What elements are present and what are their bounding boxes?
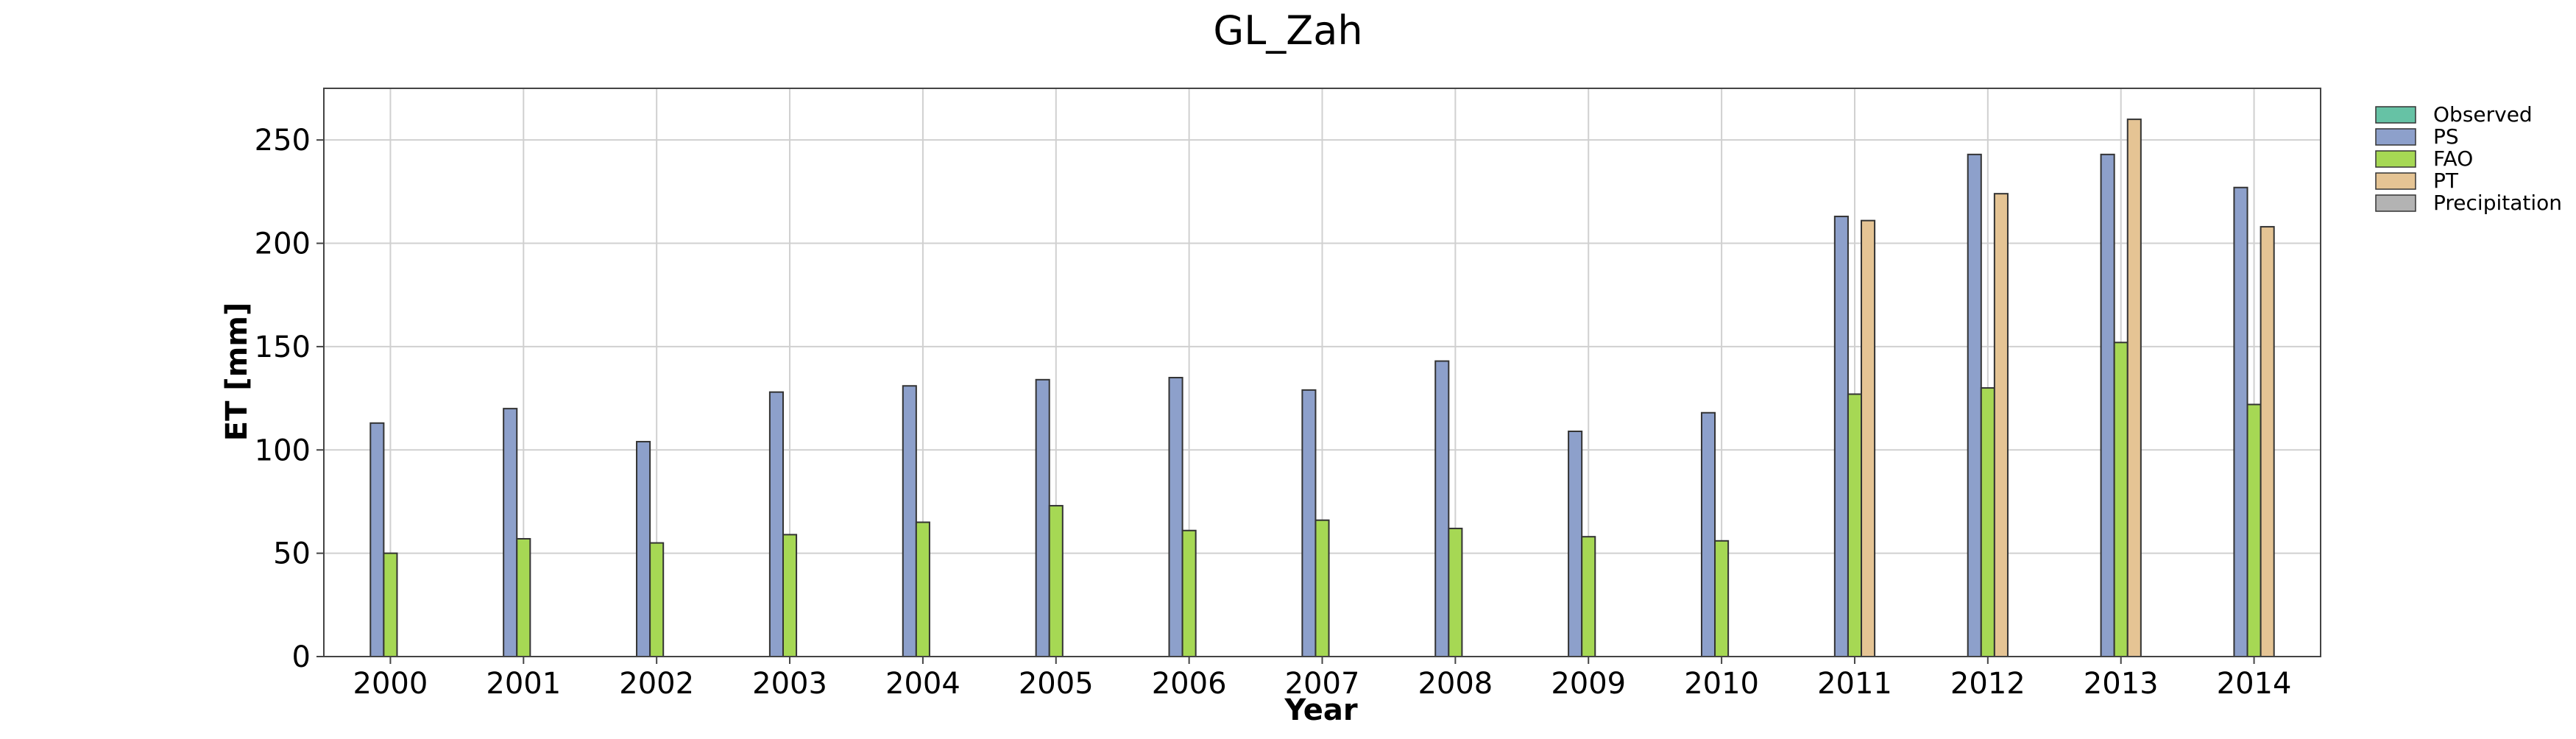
bar-ps-2011 [1833, 216, 1849, 657]
x-tick-label: 2005 [1019, 667, 1094, 701]
bar-fao-2000 [383, 552, 398, 657]
bar-fao-2002 [649, 542, 665, 657]
x-tick-label: 2008 [1418, 667, 1493, 701]
legend-swatch-precipitation [2375, 194, 2416, 212]
x-axis-label: Year [1284, 693, 1357, 727]
bar-pt-2012 [1993, 193, 2009, 657]
bar-ps-2006 [1168, 377, 1183, 657]
legend-label-ps: PS [2433, 124, 2459, 149]
x-tick-label: 2000 [353, 667, 428, 701]
bar-ps-2010 [1700, 411, 1716, 657]
bar-fao-2007 [1314, 519, 1330, 657]
legend-label-observed: Observed [2433, 102, 2533, 127]
bar-fao-2013 [2113, 342, 2129, 657]
x-tick-label: 2013 [2084, 667, 2159, 701]
bar-ps-2009 [1568, 431, 1583, 657]
legend-swatch-observed [2375, 106, 2416, 124]
legend-swatch-pt [2375, 172, 2416, 190]
y-tick-label: 150 [255, 330, 311, 364]
x-tick-label: 2004 [885, 667, 960, 701]
bar-ps-2012 [1967, 153, 1982, 658]
bar-fao-2006 [1181, 529, 1197, 657]
bar-ps-2000 [369, 422, 385, 658]
bar-ps-2008 [1434, 360, 1450, 657]
x-tick-label: 2007 [1285, 667, 1360, 701]
legend-label-fao: FAO [2433, 146, 2473, 171]
bar-ps-2013 [2100, 153, 2115, 658]
bar-fao-2014 [2246, 403, 2262, 658]
y-tick-label: 0 [292, 640, 311, 674]
bar-ps-2014 [2233, 186, 2248, 657]
bar-fao-2011 [1847, 393, 1863, 658]
bar-fao-2005 [1048, 505, 1064, 657]
x-tick-label: 2009 [1551, 667, 1626, 701]
y-tick-label: 200 [255, 227, 311, 261]
x-tick-label: 2001 [486, 667, 561, 701]
bar-pt-2014 [2260, 226, 2275, 657]
legend-swatch-ps [2375, 128, 2416, 146]
x-tick-label: 2002 [619, 667, 694, 701]
bar-fao-2012 [1980, 387, 1995, 658]
legend-label-pt: PT [2433, 169, 2459, 193]
bar-fao-2010 [1714, 540, 1730, 657]
legend-swatch-fao [2375, 150, 2416, 168]
bar-fao-2009 [1581, 536, 1596, 657]
bar-pt-2011 [1861, 219, 1876, 657]
x-tick-label: 2014 [2217, 667, 2292, 701]
chart-title: GL_Zah [1213, 7, 1362, 54]
bar-ps-2007 [1301, 389, 1317, 657]
y-tick-label: 250 [255, 124, 311, 158]
legend-label-precipitation: Precipitation [2433, 191, 2562, 215]
x-tick-label: 2006 [1152, 667, 1227, 701]
bar-fao-2008 [1448, 527, 1463, 657]
bar-pt-2013 [2126, 119, 2142, 658]
bars [369, 119, 2275, 658]
x-tick-label: 2011 [1817, 667, 1892, 701]
bar-ps-2005 [1035, 378, 1050, 657]
bar-fao-2004 [915, 521, 930, 658]
y-tick-label: 100 [255, 434, 311, 467]
bar-ps-2002 [636, 441, 651, 657]
bar-ps-2001 [503, 408, 518, 657]
bar-fao-2003 [782, 534, 798, 657]
bar-fao-2001 [516, 537, 531, 658]
bar-ps-2004 [902, 385, 917, 657]
x-tick-label: 2012 [1950, 667, 2025, 701]
x-tick-label: 2003 [752, 667, 827, 701]
axis-ticks: 2000 2001 2002 2003 2004 2005 2006 2007 2008 2009… [255, 124, 2292, 701]
y-axis-label: ET [mm] [220, 303, 254, 441]
y-tick-label: 50 [273, 537, 311, 571]
bar-ps-2003 [768, 391, 784, 657]
x-tick-label: 2010 [1684, 667, 1759, 701]
